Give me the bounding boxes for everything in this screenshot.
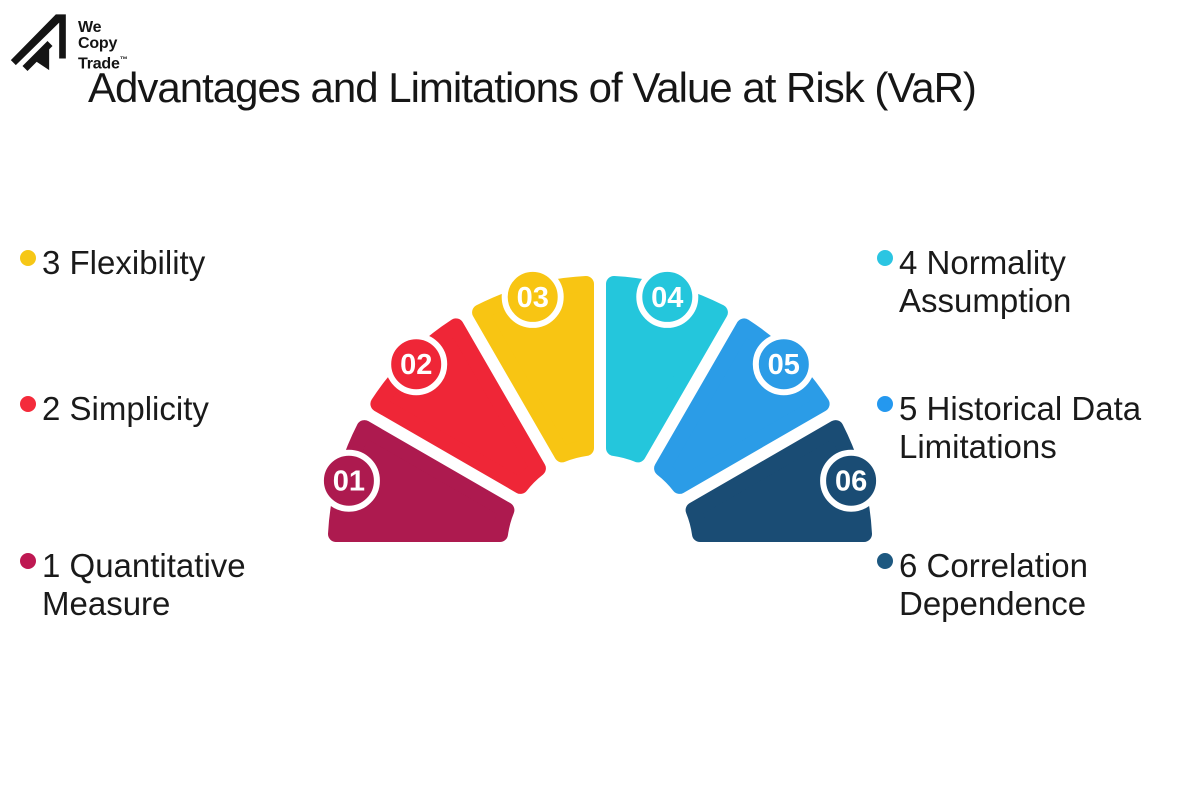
segment-badge-03 <box>501 265 564 328</box>
legend-label: 1 Quantitative Measure <box>42 547 246 622</box>
legend-bullet-icon <box>877 396 893 412</box>
logo-line-1: We <box>78 19 102 36</box>
logo-line-2: Copy <box>78 35 118 52</box>
segment-badge-04 <box>636 265 699 328</box>
segment-wedge-03 <box>472 276 594 463</box>
segment-badge-number: 01 <box>333 466 365 498</box>
segment-badge-number: 06 <box>835 466 867 498</box>
logo: We Copy Trade™ <box>10 8 128 74</box>
segment-badge-01 <box>317 449 380 512</box>
segment-badge-number: 04 <box>651 282 683 314</box>
legend-label: 5 Historical Data Limitations <box>899 390 1142 465</box>
segment-badge-number: 03 <box>517 282 549 314</box>
legend-bullet-icon <box>20 553 36 569</box>
logo-text: We Copy Trade™ <box>78 20 128 74</box>
legend-label: 4 Normality Assumption <box>899 244 1072 319</box>
wecopytrade-logo-icon <box>10 14 66 71</box>
segment-badge-02 <box>385 333 448 396</box>
segment-wedge-06 <box>685 420 872 542</box>
legend-bullet-icon <box>877 553 893 569</box>
legend-item-right-1: 4 Normality Assumption <box>877 244 1071 320</box>
legend-label: 6 Correlation Dependence <box>899 547 1088 622</box>
segment-wedge-04 <box>606 276 728 463</box>
logo-line-3: Trade™ <box>78 55 128 73</box>
trademark-symbol: ™ <box>119 55 128 64</box>
segment-badge-number: 05 <box>768 349 800 381</box>
segment-badge-06 <box>820 449 883 512</box>
segment-wedge-01 <box>328 420 515 542</box>
page-title: Advantages and Limitations of Value at R… <box>88 64 977 111</box>
legend-bullet-icon <box>20 250 36 266</box>
legend-item-left-2: 2 Simplicity <box>20 390 209 428</box>
segment-badge-number: 02 <box>400 349 432 381</box>
legend-bullet-icon <box>20 396 36 412</box>
legend-item-right-2: 5 Historical Data Limitations <box>877 390 1141 466</box>
legend-bullet-icon <box>877 250 893 266</box>
legend-item-right-3: 6 Correlation Dependence <box>877 547 1088 623</box>
legend-label: 2 Simplicity <box>42 390 209 427</box>
legend-item-left-3: 1 Quantitative Measure <box>20 547 246 623</box>
legend-label: 3 Flexibility <box>42 244 206 281</box>
legend-item-left-1: 3 Flexibility <box>20 244 205 282</box>
segment-badge-05 <box>752 333 815 396</box>
